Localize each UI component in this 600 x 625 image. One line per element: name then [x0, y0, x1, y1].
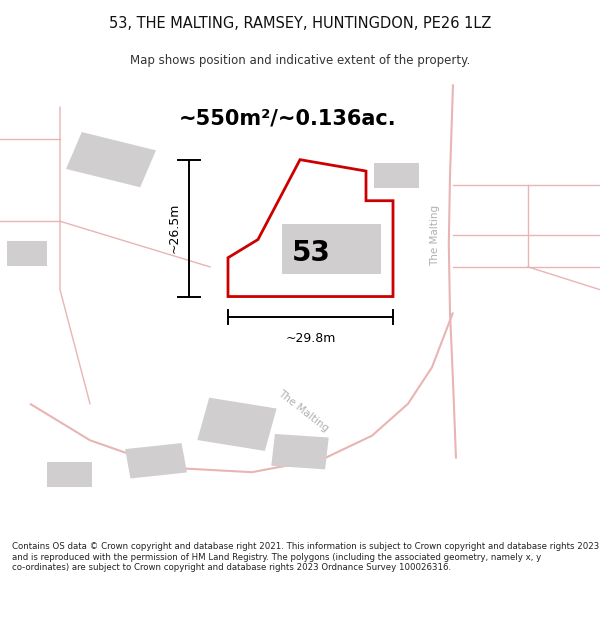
- Polygon shape: [271, 434, 329, 469]
- Text: 53, THE MALTING, RAMSEY, HUNTINGDON, PE26 1LZ: 53, THE MALTING, RAMSEY, HUNTINGDON, PE2…: [109, 16, 491, 31]
- Polygon shape: [125, 443, 187, 479]
- Text: ~29.8m: ~29.8m: [286, 332, 335, 344]
- Text: Map shows position and indicative extent of the property.: Map shows position and indicative extent…: [130, 54, 470, 68]
- Polygon shape: [197, 398, 277, 451]
- Polygon shape: [7, 241, 47, 266]
- Polygon shape: [282, 224, 381, 274]
- Polygon shape: [374, 163, 419, 188]
- Text: Contains OS data © Crown copyright and database right 2021. This information is : Contains OS data © Crown copyright and d…: [12, 542, 599, 572]
- Polygon shape: [47, 462, 91, 487]
- Text: ~26.5m: ~26.5m: [167, 203, 181, 253]
- Text: The Malting: The Malting: [430, 204, 440, 266]
- Polygon shape: [66, 132, 156, 188]
- Text: 53: 53: [292, 239, 330, 268]
- Text: ~550m²/~0.136ac.: ~550m²/~0.136ac.: [179, 109, 397, 129]
- Text: The Malting: The Malting: [276, 388, 330, 433]
